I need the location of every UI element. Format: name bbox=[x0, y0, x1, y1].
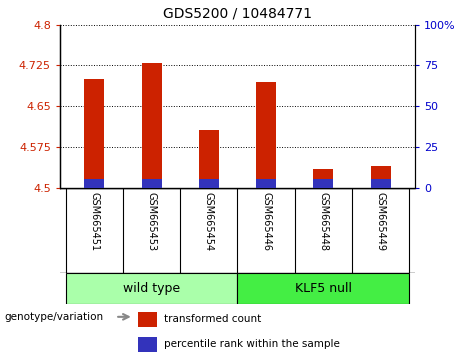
Bar bbox=[142, 179, 161, 188]
Text: GSM665446: GSM665446 bbox=[261, 192, 271, 251]
Bar bbox=[371, 166, 390, 188]
Text: GSM665453: GSM665453 bbox=[147, 192, 157, 251]
Bar bbox=[84, 79, 104, 188]
Text: transformed count: transformed count bbox=[164, 314, 261, 324]
Text: genotype/variation: genotype/variation bbox=[5, 312, 104, 322]
Bar bbox=[371, 179, 390, 188]
Bar bbox=[256, 82, 276, 188]
Text: GSM665449: GSM665449 bbox=[376, 192, 385, 251]
Text: KLF5 null: KLF5 null bbox=[295, 282, 352, 295]
Text: GSM665454: GSM665454 bbox=[204, 192, 214, 251]
Text: GSM665451: GSM665451 bbox=[89, 192, 99, 251]
Bar bbox=[313, 179, 333, 188]
Title: GDS5200 / 10484771: GDS5200 / 10484771 bbox=[163, 7, 312, 21]
Bar bbox=[199, 130, 219, 188]
Bar bbox=[84, 179, 104, 188]
Text: wild type: wild type bbox=[123, 282, 180, 295]
Text: GSM665448: GSM665448 bbox=[318, 192, 328, 251]
Bar bbox=[142, 63, 161, 188]
Bar bbox=[65, 273, 237, 304]
FancyBboxPatch shape bbox=[138, 312, 157, 327]
Text: percentile rank within the sample: percentile rank within the sample bbox=[164, 339, 340, 349]
Bar bbox=[256, 179, 276, 188]
Bar bbox=[199, 179, 219, 188]
Bar bbox=[313, 169, 333, 188]
Bar bbox=[237, 273, 409, 304]
FancyBboxPatch shape bbox=[138, 337, 157, 352]
